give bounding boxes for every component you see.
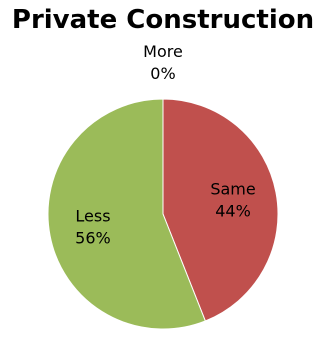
slice-percent-less: 56% xyxy=(75,228,111,247)
pie-slices xyxy=(47,98,279,330)
chart-title: Private Construction xyxy=(11,5,315,35)
slice-percent-same: 44% xyxy=(215,202,251,221)
slice-label-same: Same xyxy=(210,180,255,199)
pie-labels: More 0% Same 44% Less 56% xyxy=(75,42,256,247)
pie-slice-same xyxy=(162,98,279,322)
pie-slice-less xyxy=(47,98,206,330)
slice-percent-more: 0% xyxy=(150,64,175,83)
slice-label-less: Less xyxy=(75,206,110,225)
slice-label-more: More xyxy=(143,42,183,61)
